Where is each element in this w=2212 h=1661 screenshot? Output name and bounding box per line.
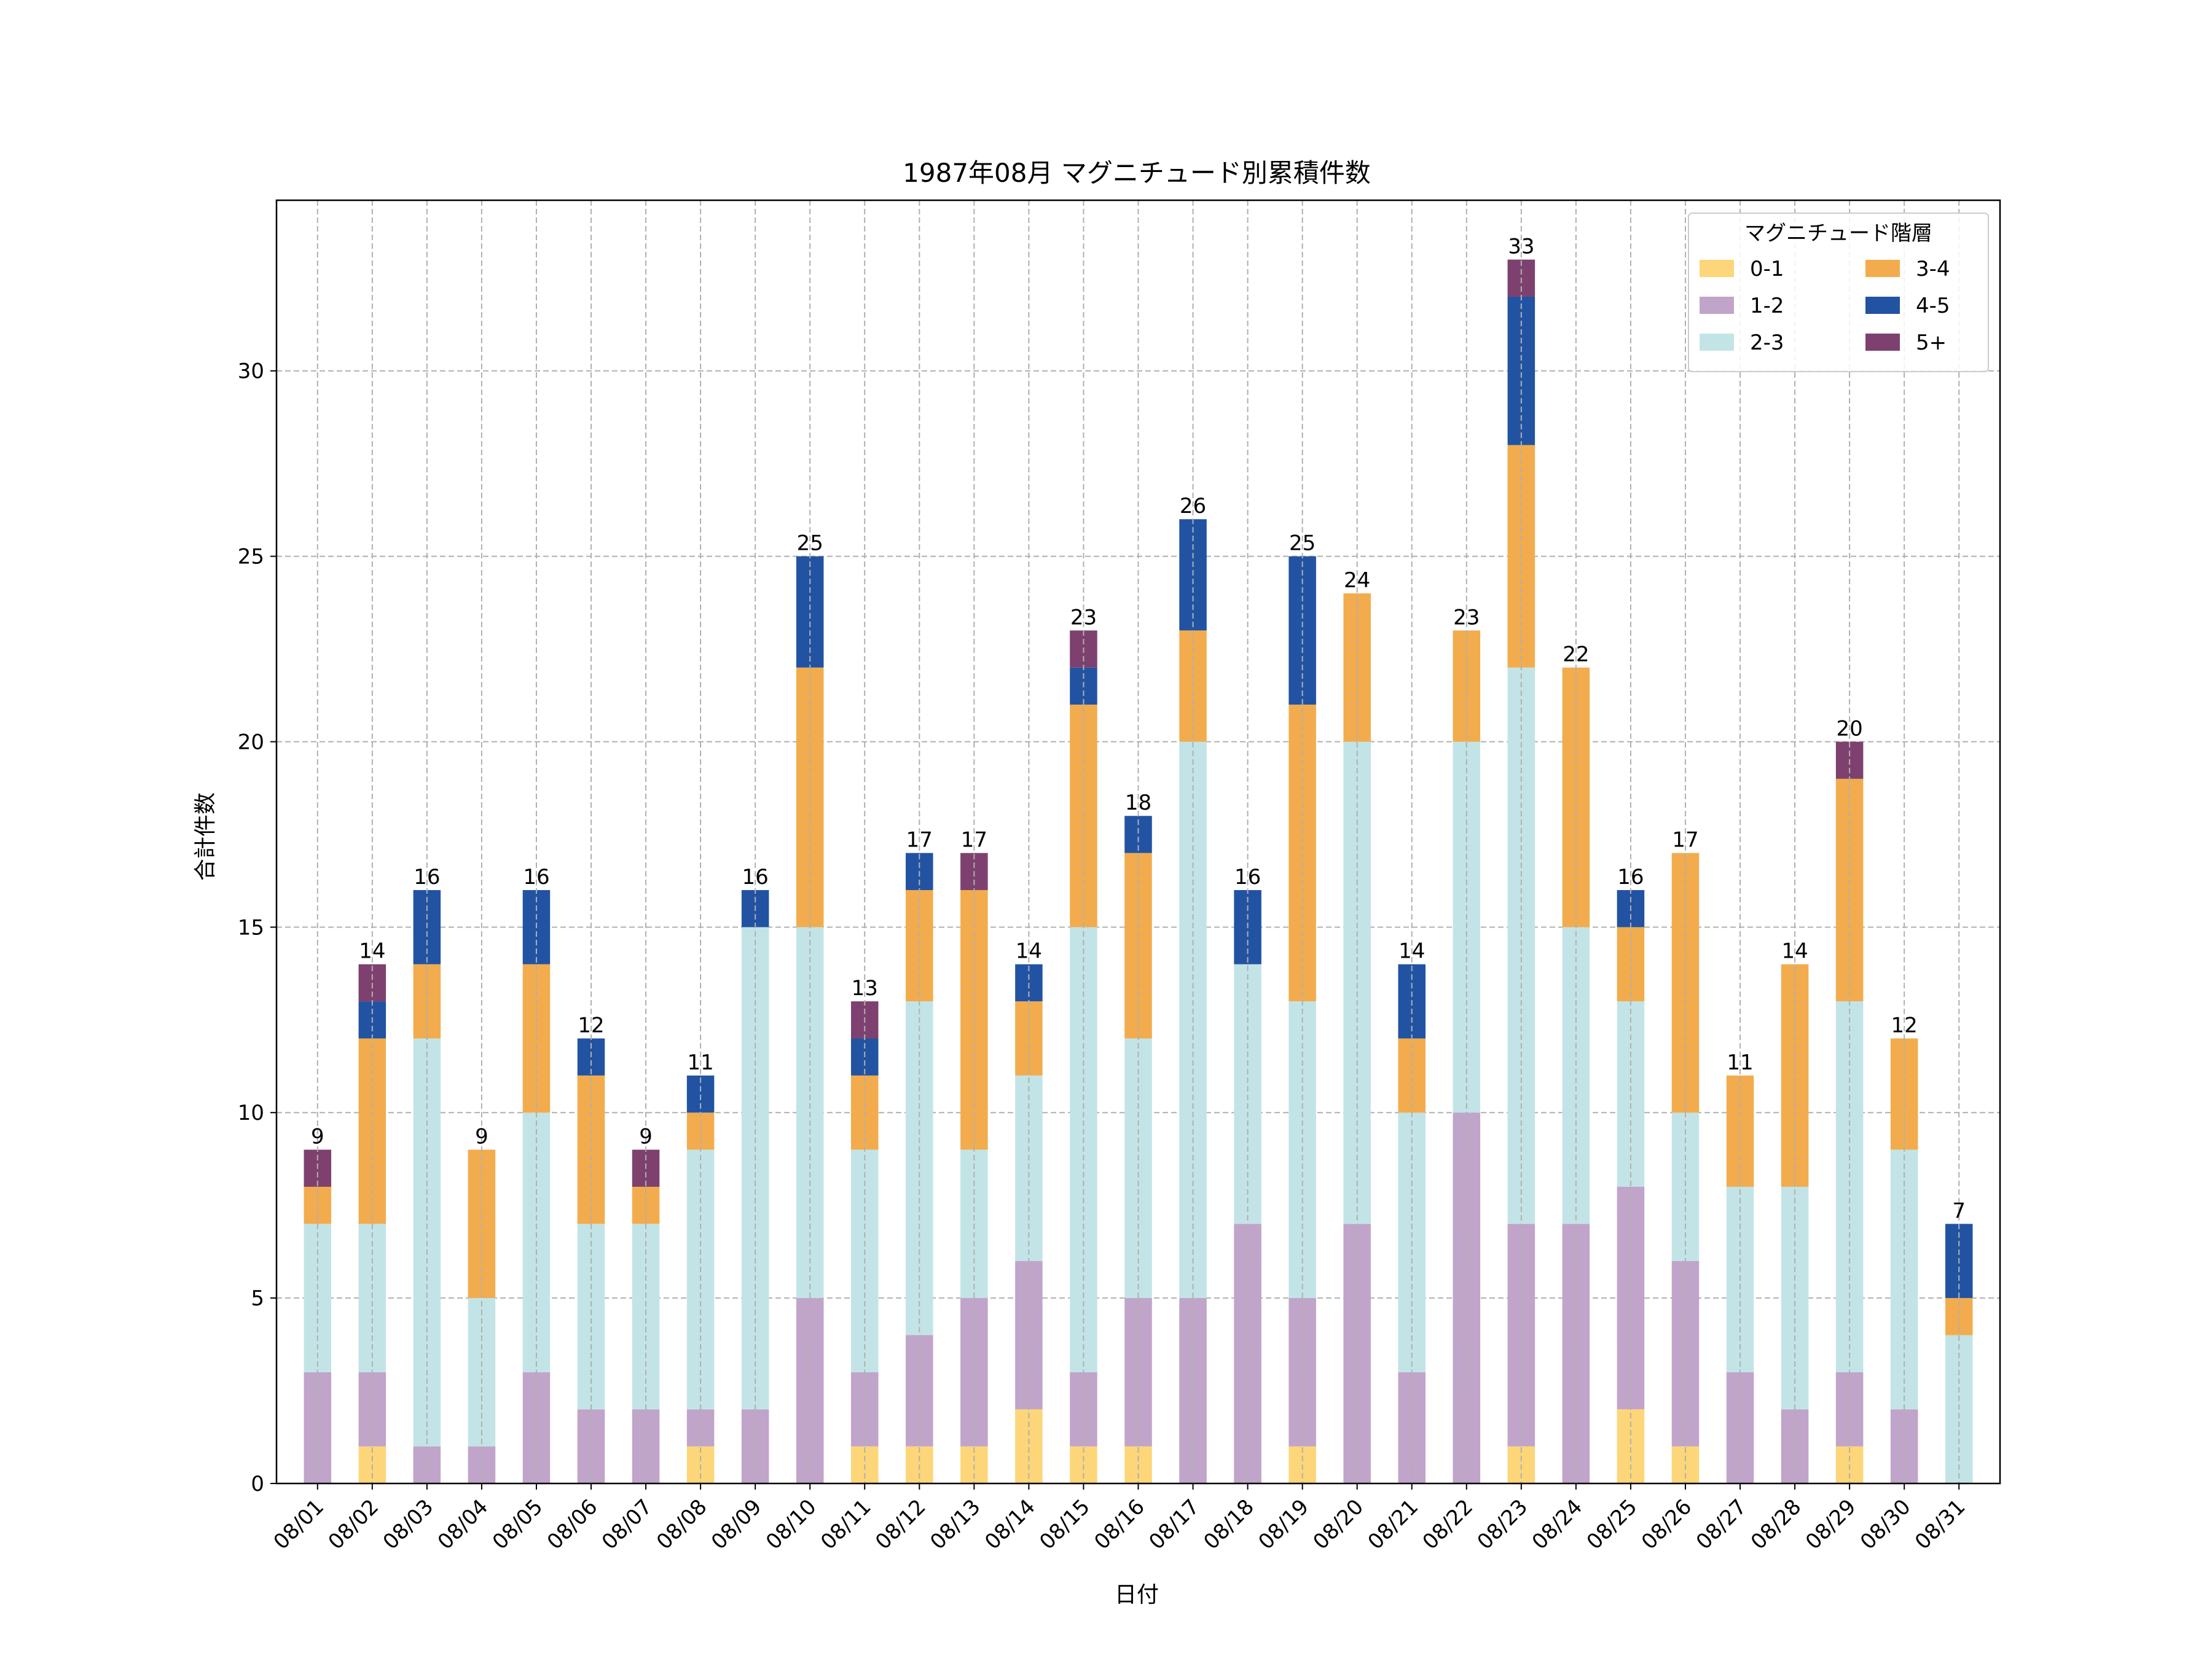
- legend-swatch-1-2: [1700, 297, 1734, 314]
- bar-segment-08-14-0-1: [1015, 1409, 1043, 1483]
- bar-total-label: 16: [1617, 865, 1644, 889]
- bar-total-label: 14: [359, 939, 385, 964]
- legend-box: [1688, 213, 1989, 372]
- bar-total-label: 12: [578, 1013, 604, 1038]
- bar-segment-08-06-1-2: [577, 1409, 605, 1483]
- y-axis-label: 合計件数: [193, 792, 218, 881]
- bar-segment-08-25-3-4: [1617, 927, 1645, 1002]
- legend: マグニチュード階層 0-1 1-2 2-3 3-4 4-5 5+: [1688, 213, 1989, 372]
- bar-segment-08-25-0-1: [1617, 1409, 1645, 1483]
- bar-segment-08-24-2-3: [1562, 927, 1590, 1224]
- y-axis: 0 5 10 15 20 25 30: [238, 359, 276, 1496]
- legend-title: マグニチュード階層: [1744, 221, 1932, 246]
- bar-total-label: 16: [414, 865, 440, 889]
- bar-total-label: 12: [1891, 1013, 1918, 1038]
- chart-title: 1987年08月 マグニチュード別累積件数: [903, 158, 1371, 188]
- y-tick-label: 5: [251, 1286, 264, 1311]
- legend-swatch-0-1: [1700, 260, 1734, 277]
- bar-total-label: 22: [1563, 643, 1589, 667]
- legend-swatch-5plus: [1865, 334, 1900, 351]
- bar-total-label: 7: [1952, 1198, 1966, 1223]
- bar-total-label: 9: [311, 1125, 324, 1149]
- bar-segment-08-19-3-4: [1288, 705, 1316, 1002]
- bar-total-label: 16: [523, 865, 549, 889]
- legend-label-5plus: 5+: [1916, 330, 1947, 355]
- bar-total-label: 20: [1836, 716, 1862, 741]
- y-tick-label: 0: [251, 1472, 264, 1496]
- bar-segment-08-26-2-3: [1671, 1112, 1700, 1261]
- bar-total-label: 26: [1180, 494, 1206, 518]
- bar-total-labels: 9 14 16 9 16 12 9 11 16 25 13 17 17 14 23 18 26 16 25 24 14 2…: [311, 235, 1966, 1224]
- y-tick-label: 15: [238, 915, 264, 940]
- bar-segment-08-07-1-2: [632, 1409, 660, 1483]
- bar-total-label: 9: [475, 1125, 488, 1149]
- bar-total-label: 18: [1125, 791, 1151, 815]
- y-tick-label: 10: [238, 1101, 264, 1125]
- bar-total-label: 33: [1508, 235, 1534, 259]
- bar-total-label: 24: [1344, 568, 1370, 593]
- y-tick-label: 30: [238, 359, 264, 384]
- vertical-grid-lines: [316, 200, 1960, 1483]
- bar-total-label: 16: [742, 865, 769, 889]
- bar-total-label: 14: [1781, 939, 1808, 964]
- y-tick-label: 20: [238, 730, 264, 754]
- bar-segment-08-21-3-4: [1398, 1038, 1426, 1113]
- legend-label-1-2: 1-2: [1750, 294, 1784, 318]
- legend-label-4-5: 4-5: [1916, 294, 1950, 318]
- bar-total-label: 9: [639, 1125, 653, 1149]
- legend-swatch-3-4: [1865, 260, 1900, 277]
- bar-total-label: 17: [1672, 828, 1698, 853]
- bar-total-label: 11: [1727, 1050, 1753, 1075]
- bar-segment-08-30-1-2: [1890, 1409, 1918, 1483]
- bar-total-label: 23: [1070, 605, 1097, 630]
- bar-total-label: 13: [852, 976, 878, 1001]
- bar-total-label: 23: [1453, 605, 1480, 630]
- bar-segment-08-28-1-2: [1781, 1409, 1809, 1483]
- y-tick-label: 25: [238, 545, 264, 569]
- legend-label-2-3: 2-3: [1750, 330, 1784, 355]
- legend-label-0-1: 0-1: [1750, 257, 1784, 281]
- bar-total-label: 17: [961, 828, 987, 853]
- bar-total-label: 11: [687, 1050, 713, 1075]
- bar-segment-08-18-2-3: [1234, 964, 1261, 1224]
- x-axis-label: 日付: [1115, 1582, 1159, 1608]
- bar-segment-08-09-1-2: [741, 1409, 769, 1483]
- bar-total-label: 17: [906, 828, 933, 853]
- bar-segment-08-28-3-4: [1781, 964, 1809, 1187]
- bar-total-label: 25: [1289, 531, 1316, 556]
- legend-swatch-2-3: [1700, 334, 1734, 351]
- bar-total-label: 25: [797, 531, 823, 556]
- legend-label-3-4: 3-4: [1916, 257, 1950, 281]
- legend-swatch-4-5: [1865, 297, 1900, 314]
- bar-total-label: 14: [1398, 939, 1425, 964]
- bar-segment-08-23-4-5: [1507, 296, 1535, 445]
- bar-total-label: 14: [1016, 939, 1042, 964]
- bar-total-label: 16: [1234, 865, 1261, 889]
